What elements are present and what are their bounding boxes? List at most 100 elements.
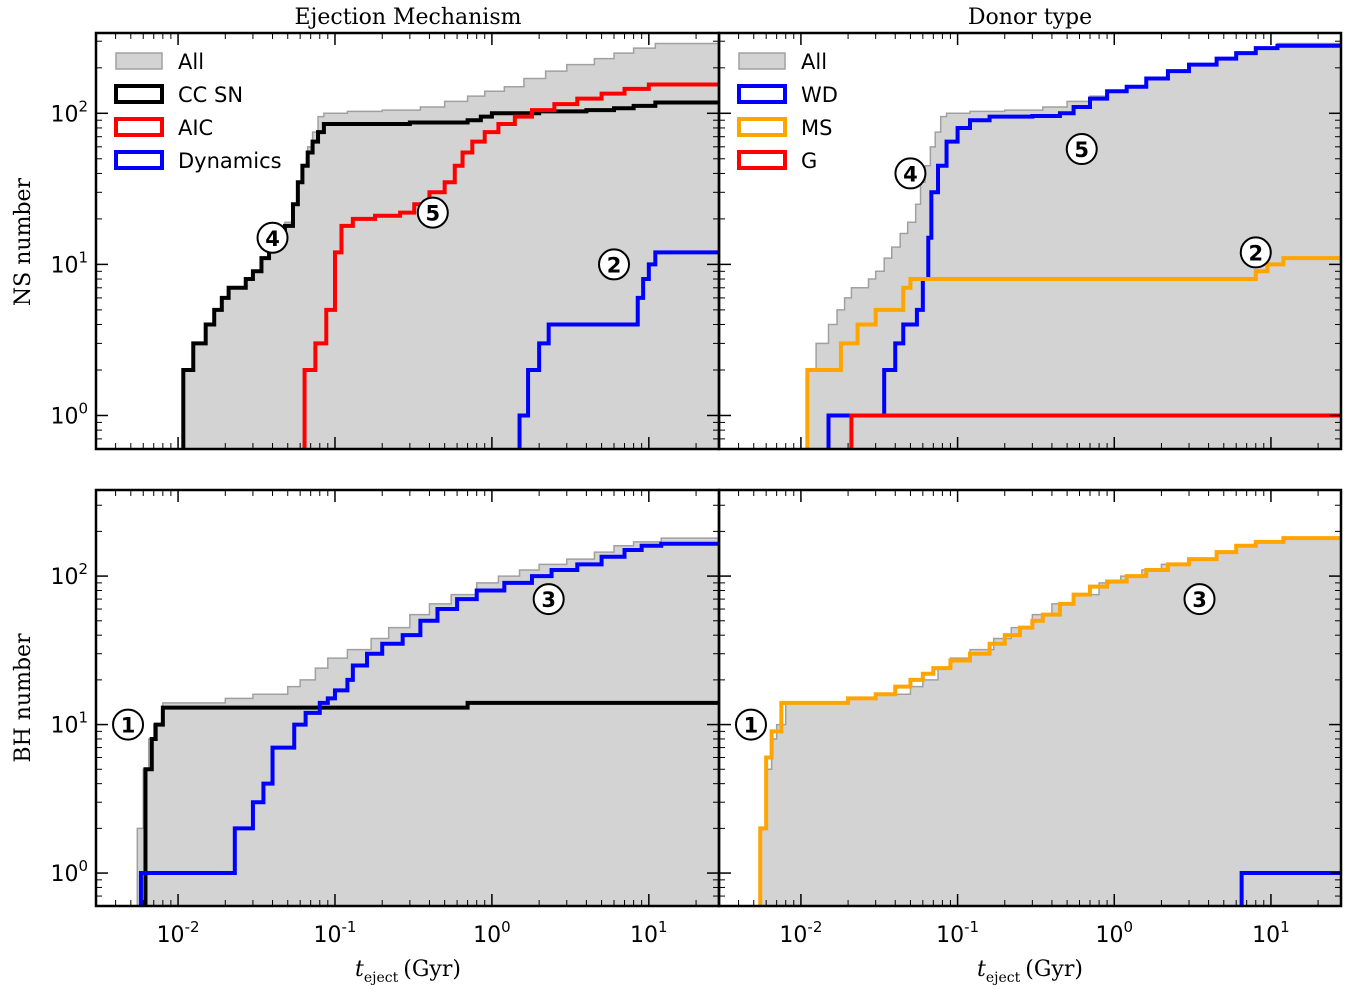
legend-label-cc-sn: CC SN xyxy=(178,83,243,107)
legend-label-wd: WD xyxy=(801,83,838,107)
marker-1: 1 xyxy=(734,708,767,741)
marker-circle xyxy=(598,248,631,281)
y-tick-exp: 0 xyxy=(78,399,88,417)
marker-3: 3 xyxy=(1183,583,1216,616)
series-g-ns-donor xyxy=(849,413,1341,449)
y-tick-label: 102 xyxy=(50,97,88,127)
legend-label-g: G xyxy=(801,149,817,173)
y-tick-exp: 0 xyxy=(78,857,88,875)
y-tick-label: 102 xyxy=(50,560,88,590)
y-tick-base: 10 xyxy=(50,714,78,739)
y-tick-label: 101 xyxy=(50,248,88,278)
marker-circle xyxy=(1065,133,1098,166)
marker-circle xyxy=(416,196,449,229)
legend-ns-mechanism: All CC SN AIC Dynamics xyxy=(114,50,282,173)
plot-area-bh-donor xyxy=(758,536,1341,906)
marker-4: 4 xyxy=(894,157,927,190)
x-tick-base: 10 xyxy=(630,923,658,948)
legend-swatch-aic xyxy=(114,117,164,137)
marker-label: 2 xyxy=(607,253,622,277)
axes-frame-ns-donor xyxy=(717,31,1343,451)
x-tick-exp: -1 xyxy=(341,918,356,936)
series-cc-sn-bh-mechanism xyxy=(143,700,719,906)
all-area-bh-donor xyxy=(759,537,1341,906)
legend-label-aic: AIC xyxy=(178,116,213,140)
ylabel-ns: NS number xyxy=(11,177,36,306)
xlabel-left: teject (Gyr) xyxy=(355,957,461,986)
x-tick-label: 10-1 xyxy=(936,918,979,948)
legend-label-dynamics: Dynamics xyxy=(178,149,282,173)
marker-5: 5 xyxy=(416,196,449,229)
xlabel-left-main: t xyxy=(355,957,364,982)
marker-label: 5 xyxy=(1074,138,1089,162)
x-tick-exp: -2 xyxy=(185,918,200,936)
xlabel-left-unit: (Gyr) xyxy=(403,957,461,982)
marker-label: 4 xyxy=(903,162,918,186)
x-tick-label: 10-1 xyxy=(313,918,356,948)
legend-swatch-wd xyxy=(737,84,787,104)
ylabel-bh: BH number xyxy=(11,633,36,763)
marker-circle xyxy=(112,708,145,741)
y-tick-base: 10 xyxy=(50,253,78,278)
marker-circle xyxy=(734,708,767,741)
column-title-left: Ejection Mechanism xyxy=(294,5,521,30)
column-title-right: Donor type xyxy=(968,5,1092,30)
xlabel-right-sub: eject xyxy=(986,970,1021,986)
marker-label: 3 xyxy=(541,588,556,612)
y-tick-exp: 2 xyxy=(78,97,88,115)
x-tick-exp: -2 xyxy=(807,918,822,936)
marker-label: 1 xyxy=(121,714,136,738)
xlabel-left-sub: eject xyxy=(364,970,399,986)
marker-label: 5 xyxy=(425,202,440,226)
x-tick-base: 10 xyxy=(157,923,185,948)
y-tick-base: 10 xyxy=(50,102,78,127)
marker-label: 1 xyxy=(744,714,759,738)
x-tick-exp: 0 xyxy=(501,918,511,936)
legend-label-all: All xyxy=(178,50,204,74)
marker-circle xyxy=(256,221,289,254)
plot-area-ns-donor xyxy=(805,42,1341,449)
marker-2: 2 xyxy=(598,248,631,281)
x-tick-base: 10 xyxy=(1095,923,1123,948)
x-tick-label: 100 xyxy=(1095,918,1133,948)
y-tick-exp: 1 xyxy=(78,248,88,266)
series-ms-ns-donor xyxy=(805,256,1341,449)
legend-swatch-cc-sn xyxy=(114,84,164,104)
marker-4: 4 xyxy=(256,221,289,254)
legend-swatch-ms xyxy=(737,117,787,137)
legend-swatch-all xyxy=(115,52,163,70)
plot-area-bh-mechanism xyxy=(136,537,719,906)
marker-circle xyxy=(894,157,927,190)
x-tick-label: 10-2 xyxy=(157,918,200,948)
x-tick-base: 10 xyxy=(473,923,501,948)
legend-ns-donor: All WD MS G xyxy=(737,50,838,173)
marker-5: 5 xyxy=(1065,133,1098,166)
y-tick-label: 100 xyxy=(50,399,88,429)
series-wd-bh-donor xyxy=(1239,871,1341,906)
marker-3: 3 xyxy=(532,583,565,616)
legend-swatch-g xyxy=(737,150,787,170)
series-cc-sn-ns-mechanism xyxy=(181,100,719,449)
marker-1: 1 xyxy=(112,708,145,741)
series-dynamics-bh-mechanism xyxy=(138,541,719,906)
series-aic-ns-mechanism xyxy=(302,82,719,449)
all-area-bh-mechanism xyxy=(136,537,719,906)
legend-swatch-dynamics xyxy=(114,150,164,170)
marker-label: 3 xyxy=(1192,588,1207,612)
x-tick-exp: -1 xyxy=(964,918,979,936)
x-tick-exp: 1 xyxy=(658,918,668,936)
marker-circle xyxy=(1183,583,1216,616)
marker-label: 2 xyxy=(1248,241,1263,265)
panel-ns-donor: All WD MS G 4 5 2 xyxy=(717,31,1343,451)
x-tick-exp: 0 xyxy=(1123,918,1133,936)
legend-label-ms: MS xyxy=(801,116,832,140)
series-ms-bh-donor xyxy=(758,536,1341,906)
series-dynamics-ns-mechanism xyxy=(517,250,719,449)
series-wd-ns-donor xyxy=(826,43,1341,449)
x-tick-label: 101 xyxy=(630,918,668,948)
x-tick-base: 10 xyxy=(779,923,807,948)
